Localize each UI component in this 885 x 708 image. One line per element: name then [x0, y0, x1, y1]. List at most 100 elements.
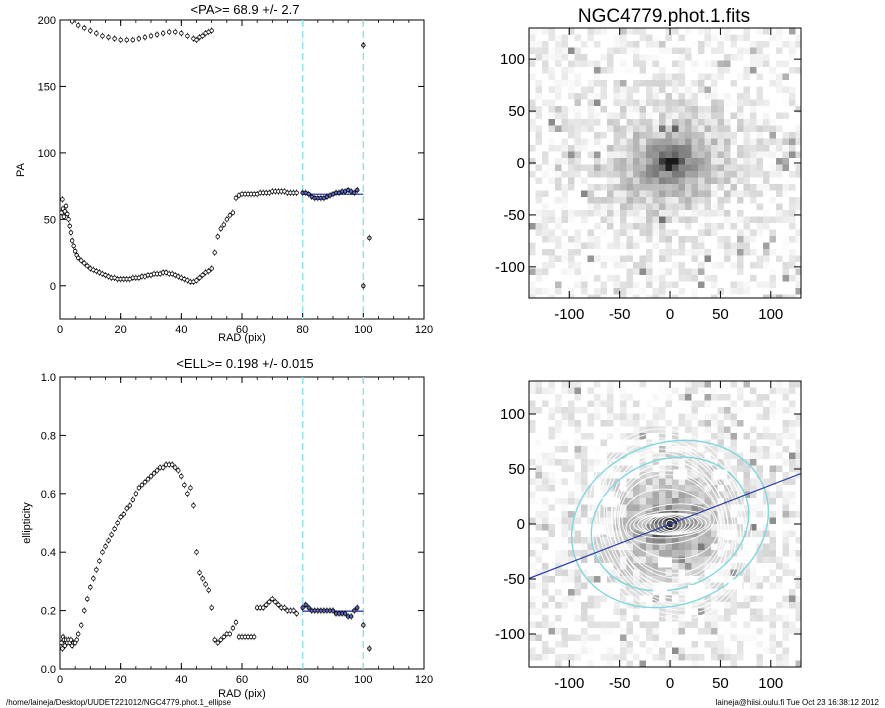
img1-pixel — [782, 47, 790, 55]
img1-pixel — [535, 99, 543, 107]
img2-pixel — [574, 472, 582, 479]
img1-pixel — [730, 132, 738, 139]
img1-pixel — [626, 281, 634, 289]
img2-pixel — [548, 478, 556, 486]
img1-pixel — [659, 203, 666, 211]
img1-pixel — [763, 164, 770, 172]
img1-pixel — [711, 216, 718, 224]
img1-pixel — [561, 164, 569, 172]
img1-pixel — [730, 262, 738, 269]
img2-pixel — [730, 543, 738, 551]
img2-pixel — [789, 634, 796, 642]
img1-pixel — [535, 216, 543, 224]
img1-pixel — [587, 93, 595, 100]
img2-pixel — [548, 628, 556, 635]
img2-pixel — [542, 478, 549, 486]
img1-pixel — [587, 164, 595, 172]
img1-pixel — [535, 223, 543, 230]
img2-pixel — [737, 465, 744, 473]
img1-pixel — [789, 197, 796, 204]
img2-pixel — [568, 381, 575, 388]
img1-pixel — [763, 171, 770, 178]
img2-pixel — [574, 615, 582, 622]
img1-pixel — [574, 216, 582, 224]
img1-pixel — [535, 60, 543, 68]
img1-pixel — [789, 210, 796, 217]
img1-pixel — [600, 138, 608, 146]
img2-pixel — [535, 394, 543, 401]
img2-pixel — [633, 641, 640, 648]
img2-pixel — [756, 647, 764, 655]
img2-pixel — [568, 569, 575, 577]
img2-pixel — [594, 595, 601, 603]
img1-pixel — [548, 288, 556, 295]
img2-pixel — [665, 420, 673, 427]
img2-pixel — [568, 420, 575, 427]
img1-pixel — [626, 203, 634, 211]
img2-pixel — [581, 530, 588, 538]
img1-pixel — [730, 171, 738, 178]
img2-pixel — [535, 569, 543, 577]
img1-pixel — [607, 223, 614, 230]
img2-pixel — [730, 394, 738, 401]
img1-pixel — [659, 197, 666, 204]
img2-pixel — [639, 537, 647, 544]
img2-pixel — [672, 485, 679, 492]
img1-ytick-label: -100 — [495, 259, 525, 276]
img1-pixel — [756, 177, 764, 185]
img2-pixel — [613, 407, 621, 414]
img1-pixel — [698, 255, 705, 263]
img1-pixel — [587, 132, 595, 139]
img2-pixel — [600, 472, 608, 479]
img2-pixel — [691, 498, 699, 505]
img1-pixel — [763, 151, 770, 159]
img2-pixel — [620, 439, 627, 447]
img1-pixel — [782, 80, 790, 87]
img1-pixel — [698, 203, 705, 211]
img1-pixel — [555, 80, 562, 87]
img2-pixel — [626, 530, 634, 538]
img2-pixel — [782, 381, 790, 388]
img2-pixel — [652, 543, 660, 551]
ell-point — [145, 477, 151, 482]
img1-pixel — [594, 99, 601, 107]
img2-pixel — [782, 530, 790, 538]
img2-pixel — [613, 628, 621, 635]
img2-pixel — [665, 400, 673, 408]
img1-pixel — [782, 28, 790, 35]
img2-pixel — [782, 569, 790, 577]
img2-pixel — [737, 511, 744, 518]
img2-pixel — [672, 537, 679, 544]
img1-pixel — [581, 106, 588, 113]
img2-pixel — [789, 472, 796, 479]
img1-pixel — [763, 242, 770, 250]
img2-pixel — [613, 433, 621, 440]
img1-pixel — [756, 125, 764, 133]
img1-pixel — [529, 34, 536, 42]
img1-pixel — [795, 229, 801, 237]
img2-pixel — [743, 595, 751, 603]
img1-pixel — [665, 275, 673, 282]
img2-pixel — [548, 433, 556, 440]
img2-pixel — [529, 426, 536, 434]
img2-pixel — [620, 576, 627, 583]
img1-pixel — [730, 268, 738, 276]
img2-pixel — [633, 582, 640, 590]
img1-pixel — [555, 106, 562, 113]
img1-pixel — [548, 210, 556, 217]
img1-pixel — [652, 229, 660, 237]
img2-pixel — [594, 621, 601, 629]
isophote-ellipse — [633, 512, 707, 536]
img2-pixel — [639, 628, 647, 635]
img1-pixel — [529, 249, 536, 256]
img1-pixel — [685, 47, 692, 55]
img2-pixel — [691, 563, 699, 570]
img1-pixel — [659, 41, 666, 48]
img1-pixel — [750, 54, 757, 61]
img1-pixel — [613, 67, 621, 74]
img1-pixel — [678, 249, 686, 256]
img1-pixel — [672, 294, 679, 298]
img2-pixel — [782, 563, 790, 570]
img2-pixel — [704, 433, 712, 440]
img1-pixel — [763, 203, 770, 211]
